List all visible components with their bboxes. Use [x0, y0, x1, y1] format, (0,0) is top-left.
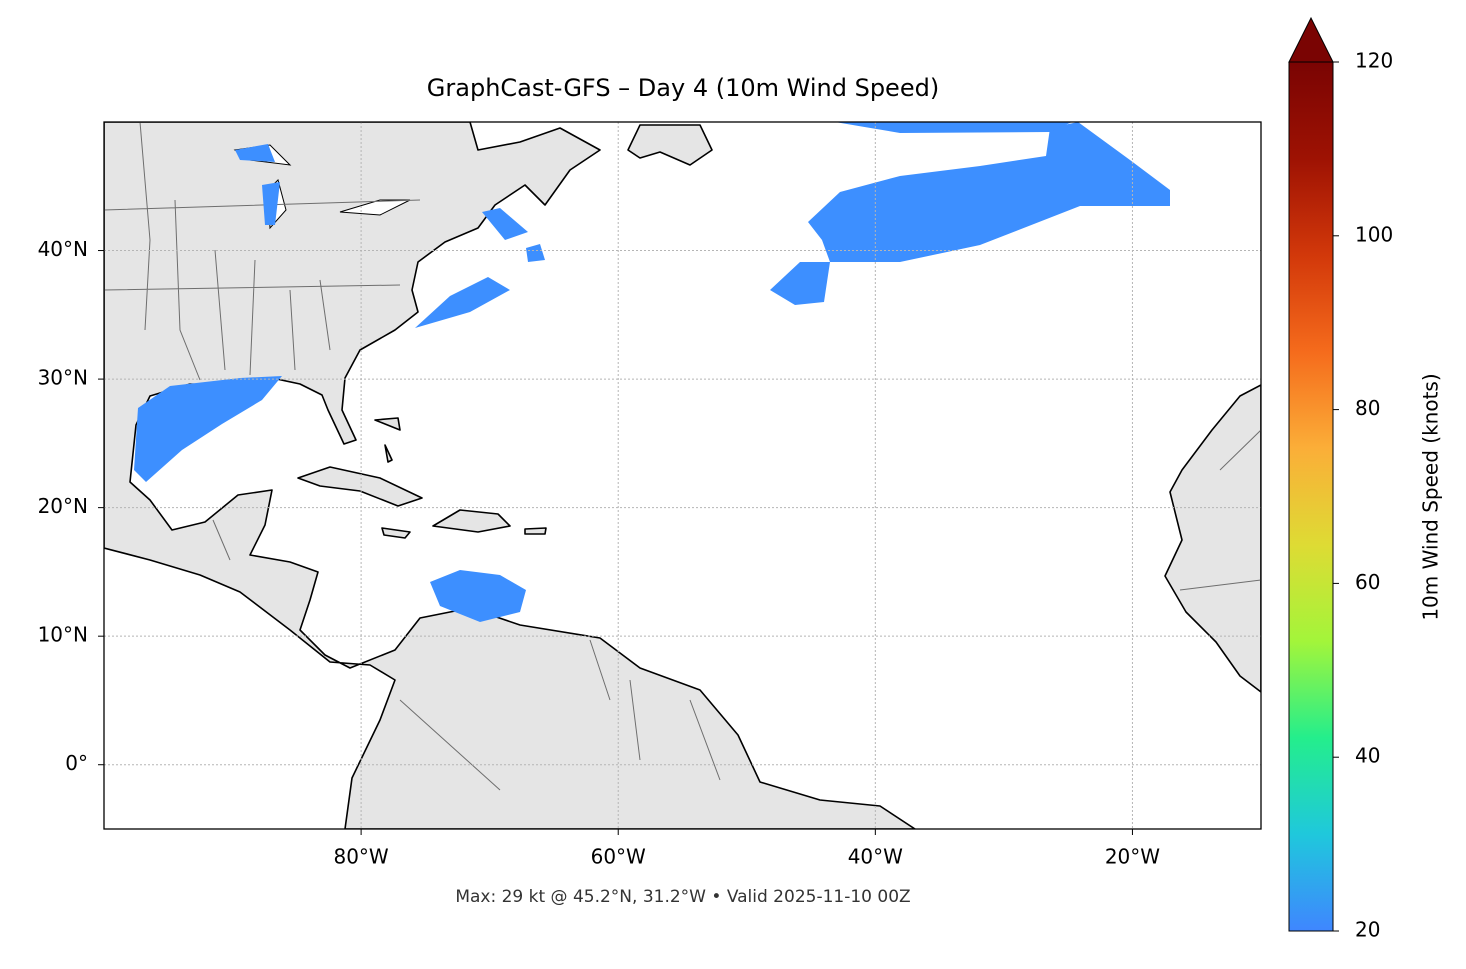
y-tick-label: 10°N — [38, 623, 88, 647]
borders — [104, 122, 1261, 791]
colorbar-tick-label: 20 — [1355, 918, 1380, 942]
map-frame — [103, 121, 1262, 830]
islands — [374, 417, 547, 539]
wind-north-band — [770, 122, 1072, 305]
americas — [104, 122, 916, 829]
colorbar-tick-label: 60 — [1355, 570, 1380, 594]
x-tick-label: 40°W — [848, 845, 903, 869]
cuba — [297, 466, 423, 507]
africa — [1164, 384, 1261, 693]
y-tick-label: 30°N — [38, 366, 88, 390]
x-tick-label: 80°W — [333, 845, 388, 869]
colorbar-label: 10m Wind Speed (knots) — [1419, 373, 1443, 620]
map — [104, 122, 1261, 829]
x-tick-label: 60°W — [591, 845, 646, 869]
wind-gulf — [134, 376, 282, 482]
x-tick-label: 20°W — [1105, 845, 1160, 869]
wind-carolina — [415, 208, 545, 328]
colorbar-tick-label: 100 — [1355, 222, 1393, 246]
wind-lakes — [235, 144, 280, 225]
colorbar-tick-label: 40 — [1355, 744, 1380, 768]
colorbar-extend — [1288, 16, 1334, 63]
colorbar — [1288, 61, 1334, 932]
wind-north-atlantic — [808, 122, 1170, 262]
colorbar-tick-label: 120 — [1355, 49, 1393, 73]
grid — [104, 122, 1261, 829]
y-tick-label: 20°N — [38, 494, 88, 518]
footer-note: Max: 29 kt @ 45.2°N, 31.2°W • Valid 2025… — [455, 887, 910, 907]
wind-caribbean — [430, 570, 526, 622]
y-tick-label: 0° — [65, 751, 88, 775]
hispaniola — [432, 509, 511, 533]
newfoundland — [627, 124, 713, 166]
colorbar-tick-label: 80 — [1355, 396, 1380, 420]
map-title: GraphCast-GFS – Day 4 (10m Wind Speed) — [427, 74, 939, 102]
y-tick-label: 40°N — [38, 237, 88, 261]
